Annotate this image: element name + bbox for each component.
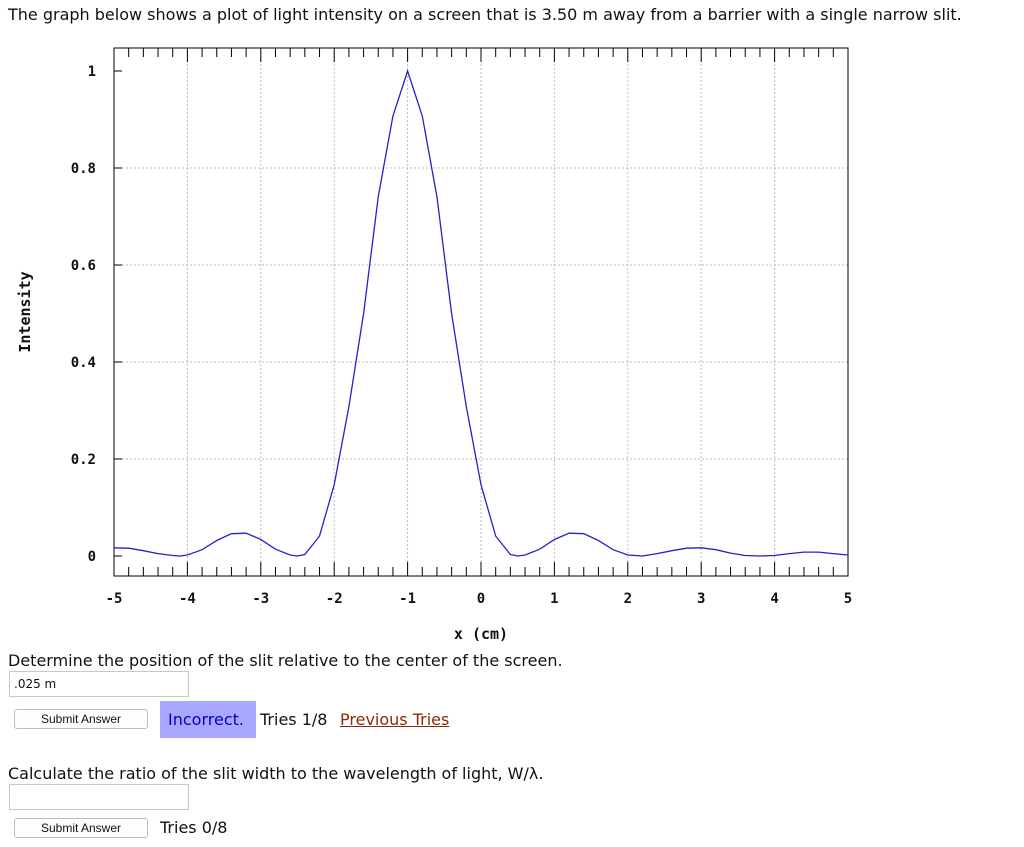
y-tick-labels: 0 0.2 0.4 0.6 0.8 1	[71, 64, 96, 565]
question1-submit-button[interactable]: Submit Answer	[14, 709, 148, 729]
previous-tries-link[interactable]: Previous Tries	[340, 710, 450, 729]
x-tick-label: 5	[844, 591, 852, 607]
status-badge: Incorrect.	[160, 701, 256, 738]
x-tick-label: -4	[179, 591, 196, 607]
x-tick-label: 2	[624, 591, 632, 607]
tick-marks	[113, 48, 849, 576]
x-tick-label: -5	[106, 591, 123, 607]
question1-answer-field[interactable]	[9, 671, 189, 697]
plot-frame	[113, 47, 849, 577]
question2-submit-button[interactable]: Submit Answer	[14, 818, 148, 838]
problem-intro: The graph below shows a plot of light in…	[8, 5, 962, 24]
y-tick-label: 0.2	[71, 452, 96, 468]
x-tick-label: -2	[326, 591, 343, 607]
y-axis-title: Intensity	[16, 271, 34, 352]
x-tick-labels: -5 -4 -3 -2 -1 0 1 2 3 4 5	[106, 591, 853, 607]
y-tick-label: 0.8	[71, 161, 96, 177]
y-tick-label: 0.4	[71, 355, 96, 371]
intensity-curve	[113, 68, 849, 557]
grid-lines	[114, 48, 848, 576]
question1-prompt: Determine the position of the slit relat…	[8, 651, 563, 670]
question2-prompt: Calculate the ratio of the slit width to…	[8, 764, 544, 783]
intensity-chart: -5 -4 -3 -2 -1 0 1 2 3 4 5 0 0.2 0.4 0.6 0.8 1 x (cm) I…	[16, 47, 853, 643]
question1-tries: Tries 1/8	[260, 710, 328, 729]
x-tick-label: 4	[770, 591, 778, 607]
x-tick-label: -1	[399, 591, 416, 607]
y-tick-label: 0	[88, 549, 96, 565]
x-tick-label: 3	[697, 591, 705, 607]
x-tick-label: 1	[550, 591, 558, 607]
question2-answer-field[interactable]	[9, 784, 189, 810]
question2-tries: Tries 0/8	[160, 818, 228, 837]
x-tick-label: 0	[477, 591, 485, 607]
x-axis-title: x (cm)	[454, 625, 508, 643]
x-tick-label: -3	[252, 591, 269, 607]
y-tick-label: 0.6	[71, 258, 96, 274]
y-tick-label: 1	[88, 64, 96, 80]
